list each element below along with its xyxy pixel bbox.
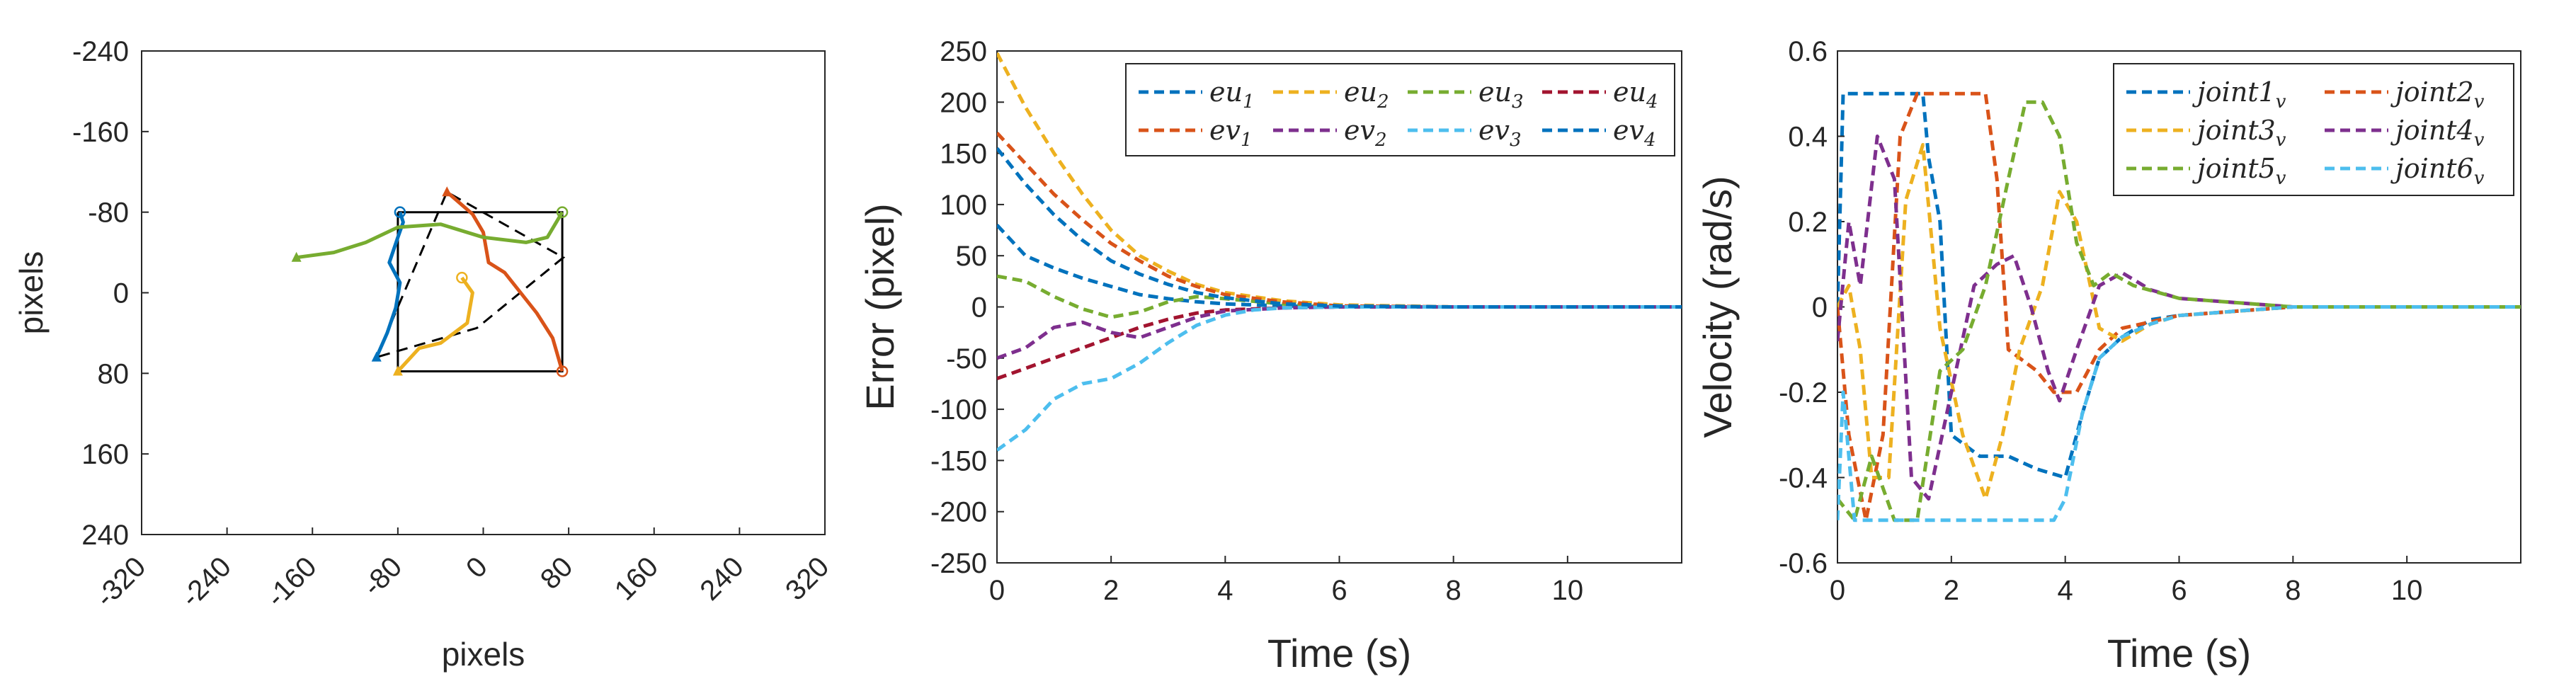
x-tick-label: 6 (2171, 575, 2187, 606)
y-tick-label: 0.4 (1788, 122, 1828, 153)
y-tick-label: 200 (940, 87, 987, 118)
y-tick-label: 150 (940, 139, 987, 170)
y-axis-label: pixels (13, 251, 50, 335)
x-tick-label: 10 (2391, 575, 2423, 606)
series-line-eu4 (997, 305, 1682, 381)
x-axis-label: Time (s) (1267, 631, 1411, 675)
series-line-joint2v (1837, 91, 2521, 522)
legend: joint1v joint2v joint3v joint4v joint5v joint… (2113, 63, 2514, 196)
legend-label-joint2v: joint2v (2390, 76, 2485, 113)
series-line-joint6v (1837, 305, 2521, 522)
y-tick-label: 0.2 (1788, 207, 1828, 238)
x-tick-label: 320 (780, 551, 835, 606)
x-tick-label: 8 (2285, 575, 2301, 606)
trajectory-end-marker-2 (556, 365, 569, 377)
x-tick-label: 4 (2058, 575, 2073, 606)
x-tick-label: 80 (535, 551, 579, 595)
velocity-plot: 0 2 4 6 8 10 -0.6 -0.4 -0.2 0 0.2 0.4 0.6 Time (s) Vel… (1695, 36, 2521, 675)
y-tick-label: -100 (930, 394, 987, 426)
legend-label-joint6v: joint6v (2390, 153, 2485, 189)
trajectory-start-marker-1 (371, 351, 382, 362)
plot-area (141, 50, 826, 535)
y-tick-label: 100 (940, 190, 987, 221)
y-tick-label: 80 (98, 358, 130, 389)
trajectory-plot: -320 -240 -160 -80 0 80 160 240 320 -240 -160 -80 0 8… (13, 36, 835, 673)
x-tick-label: -80 (357, 551, 408, 602)
y-tick-label: 0 (971, 292, 987, 324)
x-axis-label: Time (s) (2107, 631, 2251, 675)
y-tick-label: -50 (946, 343, 987, 375)
y-tick-label: -0.6 (1779, 548, 1828, 579)
error-plot: 0 2 4 6 8 10 -250 -200 -150 -100 -50 0 50 100 150 200 25… (857, 36, 1682, 675)
y-tick-label: -150 (930, 445, 987, 476)
series-line-ev4 (997, 147, 1682, 309)
x-tick-label: 0 (1830, 575, 1845, 606)
x-tick-label: 240 (694, 551, 749, 606)
legend-label-eu1: eu1 (1209, 76, 1255, 113)
y-tick-label: 240 (81, 520, 129, 551)
legend-box (1125, 63, 1675, 156)
y-tick-label: 0 (113, 278, 129, 309)
y-axis-label: Error (pixel) (857, 203, 902, 410)
x-tick-label: 6 (1331, 575, 1347, 606)
series-line-ev1 (997, 131, 1682, 309)
legend-label-eu4: eu4 (1613, 76, 1658, 113)
trajectory-end-marker-3 (456, 271, 468, 284)
series-line-joint4v (1837, 135, 2521, 501)
x-tick-label: 0 (989, 575, 1005, 606)
trajectory-start-marker-3 (392, 365, 403, 376)
trajectory-line-2 (445, 190, 564, 372)
legend-label-joint5v: joint5v (2192, 153, 2286, 189)
x-tick-label: 10 (1552, 575, 1584, 606)
legend-label-joint3v: joint3v (2192, 115, 2286, 151)
trajectory-end-marker-4 (556, 206, 569, 218)
trajectory-start-marker-4 (291, 251, 302, 262)
legend-label-ev1: ev1 (1209, 115, 1253, 151)
y-tick-label: 0.6 (1788, 36, 1828, 67)
legend-label-joint1v: joint1v (2192, 76, 2286, 113)
series-line-ev3 (997, 305, 1682, 452)
x-tick-label: 2 (1944, 575, 1959, 606)
legend-label-ev2: ev2 (1344, 115, 1387, 151)
trajectory-start-marker-2 (442, 186, 452, 197)
y-tick-label: -200 (930, 497, 987, 528)
y-tick-label: -0.4 (1779, 463, 1828, 494)
trajectory-line-3 (397, 276, 474, 373)
y-tick-label: 0 (1812, 292, 1828, 324)
x-tick-label: -160 (261, 551, 323, 613)
legend-label-ev4: ev4 (1613, 115, 1656, 151)
y-tick-label: -80 (88, 198, 129, 229)
x-axis-label: pixels (442, 636, 525, 673)
x-tick-label: 2 (1103, 575, 1119, 606)
y-tick-label: -240 (72, 36, 129, 67)
y-axis-label: Velocity (rad/s) (1695, 176, 1740, 438)
legend-label-eu2: eu2 (1344, 76, 1389, 113)
x-tick-label: -240 (175, 551, 237, 613)
trajectory-line-4 (296, 211, 564, 260)
y-tick-label: -0.2 (1779, 377, 1828, 409)
legend-label-joint4v: joint4v (2390, 115, 2485, 151)
legend-label-ev3: ev3 (1478, 115, 1522, 151)
x-tick-label: 0 (460, 551, 494, 584)
x-tick-label: 160 (609, 551, 664, 606)
legend: eu1 eu2 eu3 eu4 ev1 ev2 ev3 ev4 (1125, 63, 1675, 156)
y-tick-label: -160 (72, 117, 129, 148)
x-tick-label: 4 (1217, 575, 1233, 606)
trajectory-line-1 (375, 211, 405, 358)
y-tick-label: 160 (81, 439, 129, 470)
x-tick-label: 8 (1446, 575, 1461, 606)
y-tick-label: -250 (930, 548, 987, 579)
series-line-ev2 (997, 305, 1682, 360)
trajectory-end-marker-1 (394, 206, 406, 218)
legend-label-eu3: eu3 (1478, 76, 1524, 113)
y-tick-label: 250 (940, 36, 987, 67)
y-tick-label: 50 (956, 241, 988, 272)
x-tick-label: -320 (90, 551, 152, 613)
